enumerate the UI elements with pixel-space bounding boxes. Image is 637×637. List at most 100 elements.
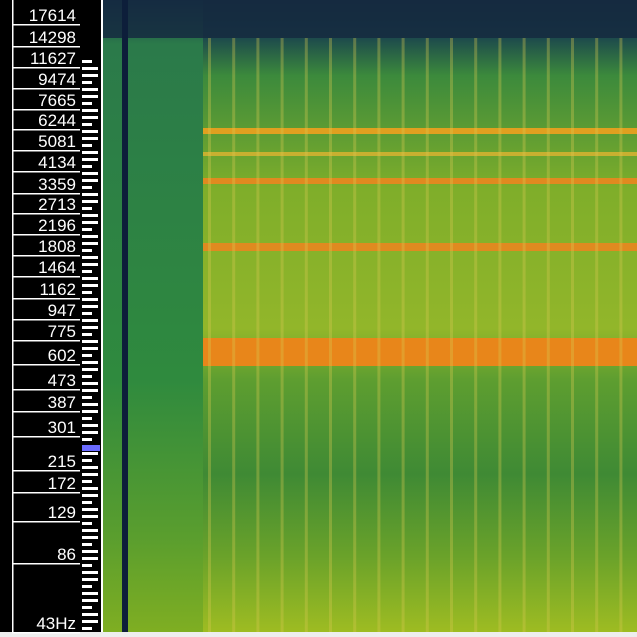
key <box>82 116 98 119</box>
key <box>82 620 98 623</box>
key <box>82 151 98 154</box>
beat-line <box>474 38 478 632</box>
label-underline <box>12 67 80 69</box>
key <box>82 186 92 189</box>
label-underline <box>12 109 80 111</box>
key <box>82 613 98 616</box>
key <box>82 382 98 385</box>
key <box>82 291 92 294</box>
beat-line <box>571 38 574 632</box>
key <box>82 417 92 420</box>
key <box>82 298 98 301</box>
key <box>82 277 98 280</box>
key <box>82 564 92 567</box>
frequency-label: 43Hz <box>36 614 76 633</box>
key <box>82 592 98 595</box>
key <box>82 235 98 238</box>
label-underline <box>12 298 80 300</box>
key <box>82 557 98 560</box>
key <box>82 207 92 210</box>
key-highlight <box>82 445 100 451</box>
beat-line <box>522 38 526 632</box>
frequency-label: 14298 <box>29 28 76 47</box>
key <box>82 88 98 91</box>
key <box>82 361 98 364</box>
key <box>82 578 98 581</box>
label-underline <box>12 411 80 413</box>
key <box>82 179 98 182</box>
key <box>82 375 92 378</box>
beat-line <box>619 38 623 632</box>
key <box>82 424 98 427</box>
frequency-label: 215 <box>48 452 76 471</box>
frequency-label: 2713 <box>38 195 76 214</box>
key <box>82 326 98 329</box>
label-underline <box>12 389 80 391</box>
label-underline <box>12 276 80 278</box>
beat-line <box>353 38 357 632</box>
key <box>82 270 92 273</box>
key <box>82 193 98 196</box>
frequency-label: 602 <box>48 346 76 365</box>
key <box>82 480 92 483</box>
frequency-label: 6244 <box>38 111 76 130</box>
key <box>82 606 92 609</box>
vertical-beats <box>208 38 623 632</box>
frequency-label: 5081 <box>38 132 76 151</box>
key <box>82 473 98 476</box>
label-underline <box>12 255 80 257</box>
key <box>82 459 92 462</box>
label-underline <box>12 129 80 131</box>
frequency-label: 86 <box>57 545 76 564</box>
label-underline <box>12 24 80 26</box>
beat-line <box>329 38 332 632</box>
key <box>82 340 98 343</box>
key <box>82 123 92 126</box>
key <box>82 466 98 469</box>
key <box>82 431 98 434</box>
key <box>82 319 98 322</box>
band-1808 <box>203 243 637 251</box>
key <box>82 214 98 217</box>
frequency-labels: 1761414298116279474766562445081413433592… <box>12 0 80 634</box>
key <box>82 396 92 399</box>
frequency-label: 387 <box>48 393 76 412</box>
key <box>82 333 92 336</box>
key <box>82 627 92 630</box>
key <box>82 172 98 175</box>
frequency-label: 7665 <box>38 91 76 110</box>
key <box>82 354 92 357</box>
key <box>82 137 98 140</box>
key <box>82 305 98 308</box>
key <box>82 165 92 168</box>
frequency-label: 9474 <box>38 70 76 89</box>
key <box>82 571 98 574</box>
frequency-label: 17614 <box>29 6 76 25</box>
key <box>82 221 98 224</box>
key <box>82 501 92 504</box>
key <box>82 403 98 406</box>
key <box>82 130 98 133</box>
band-602 <box>203 338 637 366</box>
spectrum-right <box>203 0 637 632</box>
label-underline <box>12 340 80 342</box>
key <box>82 60 92 63</box>
key <box>82 74 98 77</box>
label-underline <box>12 470 80 472</box>
label-underline <box>12 234 80 236</box>
beat-line <box>546 38 550 632</box>
label-underline <box>12 492 80 494</box>
beat-line <box>232 38 236 632</box>
beat-line <box>256 38 260 632</box>
beat-line <box>280 38 284 632</box>
band-5081 <box>203 128 637 134</box>
key <box>82 249 92 252</box>
label-underline <box>12 213 80 215</box>
key <box>82 543 92 546</box>
label-underline <box>12 150 80 152</box>
label-underline <box>12 521 80 523</box>
label-underline <box>12 563 80 565</box>
label-underline <box>12 632 80 634</box>
